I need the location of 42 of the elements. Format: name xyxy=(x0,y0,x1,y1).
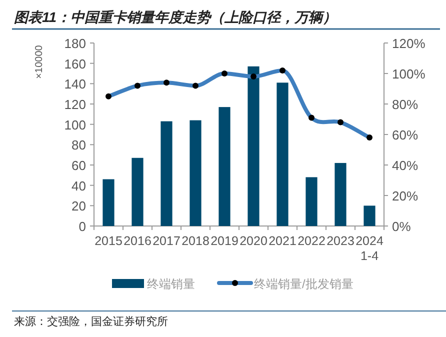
y-tick-label: 140 xyxy=(64,76,86,92)
y-tick-label: 20 xyxy=(72,198,86,214)
y2-tick-label: 60% xyxy=(392,128,418,142)
x-tick-label: 2023 xyxy=(326,234,354,248)
y2-tick-label: 20% xyxy=(392,188,418,204)
legend-label: 终端销量 xyxy=(147,277,195,291)
bar xyxy=(248,66,260,226)
bar xyxy=(218,107,230,226)
legend-label: 终端销量/批发销量 xyxy=(254,277,354,291)
x-tick-label: 2024 1-4 xyxy=(356,234,384,263)
x-tick-label: 2015 xyxy=(94,234,122,248)
y-tick-label: 80 xyxy=(72,138,86,153)
x-tick-label: 2020 xyxy=(240,234,268,248)
x-tick-label: 2018 xyxy=(182,234,210,248)
y-tick-label: 100 xyxy=(64,117,86,132)
x-tick-label: 2021 xyxy=(268,234,296,248)
source-note: 来源：交强险，国金证券研究所 xyxy=(14,315,168,328)
y-tick-label: 160 xyxy=(64,56,86,72)
y-tick-label: 120 xyxy=(64,97,86,112)
bar xyxy=(306,177,318,226)
y-tick-label: 180 xyxy=(64,36,86,51)
bar xyxy=(160,121,172,226)
y2-tick-label: 40% xyxy=(392,158,418,173)
y2-tick-label: 100% xyxy=(392,66,426,82)
y2-tick-label: 120% xyxy=(392,36,426,51)
bar xyxy=(364,206,376,226)
bar xyxy=(190,120,202,226)
bar xyxy=(132,158,144,226)
y2-tick-label: 80% xyxy=(392,97,418,112)
y-axis-title: ×10000 xyxy=(34,44,45,79)
x-tick-label: 2017 xyxy=(152,234,180,248)
x-tick-label: 2022 xyxy=(298,234,326,248)
y-tick-label: 40 xyxy=(72,178,86,194)
bar xyxy=(276,82,288,226)
y-tick-label: 0 xyxy=(78,219,86,234)
y2-tick-label: 0% xyxy=(392,219,412,234)
x-tick-label: 2016 xyxy=(124,234,152,248)
bar xyxy=(102,179,114,226)
y-tick-label: 60 xyxy=(72,158,86,173)
chart-title: 图表11：中国重卡销量年度走势（上险口径，万辆） xyxy=(14,9,337,25)
x-tick-label: 2019 xyxy=(210,234,238,248)
bar xyxy=(334,162,346,226)
